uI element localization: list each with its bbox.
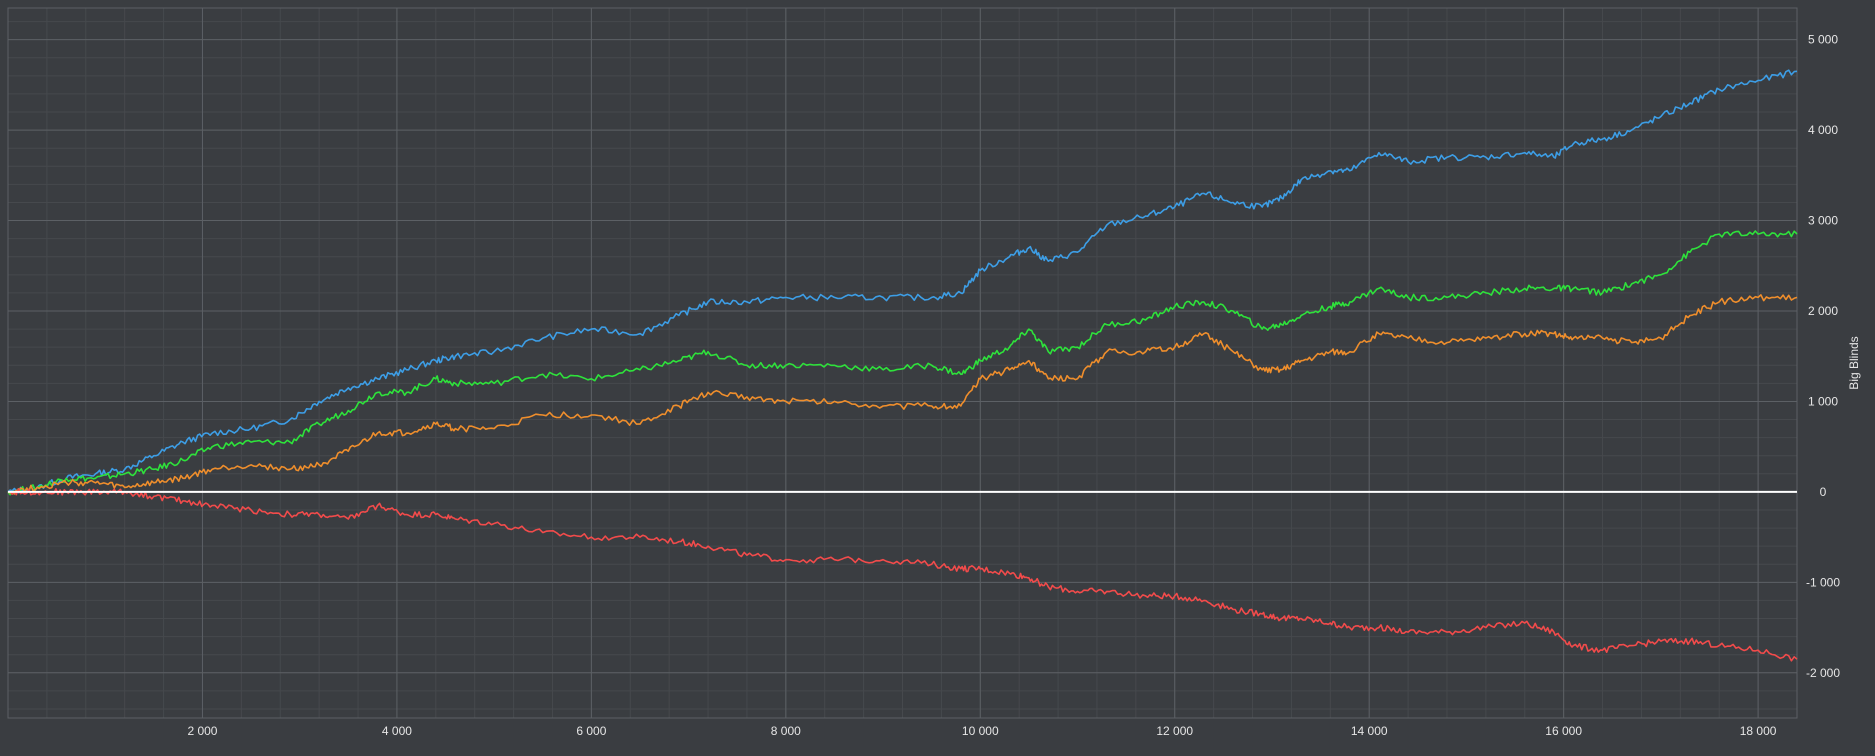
plot-border bbox=[7, 7, 1798, 719]
series-line-1 bbox=[7, 69, 1798, 494]
y-tick-label: -2 000 bbox=[1806, 666, 1840, 680]
x-tick-label: 14 000 bbox=[1351, 724, 1388, 738]
x-tick-label: 12 000 bbox=[1156, 724, 1193, 738]
x-tick-label: 16 000 bbox=[1545, 724, 1582, 738]
x-tick-label: 6 000 bbox=[576, 724, 606, 738]
x-tick-label: 10 000 bbox=[962, 724, 999, 738]
x-tick-label: 18 000 bbox=[1740, 724, 1777, 738]
y-axis-label: Big Blinds bbox=[1847, 336, 1861, 389]
x-tick-label: 8 000 bbox=[771, 724, 801, 738]
y-tick-label: 3 000 bbox=[1808, 214, 1838, 228]
x-tick-label: 2 000 bbox=[187, 724, 217, 738]
y-tick-label: 5 000 bbox=[1808, 33, 1838, 47]
grid bbox=[7, 7, 1798, 719]
y-tick-label: 4 000 bbox=[1808, 123, 1838, 137]
y-tick-label: -1 000 bbox=[1806, 575, 1840, 589]
series-line-2 bbox=[7, 230, 1798, 496]
series-line-3 bbox=[7, 294, 1798, 495]
y-tick-label: 0 bbox=[1820, 485, 1827, 499]
y-tick-label: 2 000 bbox=[1808, 304, 1838, 318]
tick-labels: 2 000 4 000 6 000 8 000 10 000 12 000 14 000 16… bbox=[187, 33, 1840, 738]
series-group bbox=[7, 69, 1798, 662]
series-line-4 bbox=[7, 488, 1798, 662]
y-tick-label: 1 000 bbox=[1808, 394, 1838, 408]
x-tick-label: 4 000 bbox=[382, 724, 412, 738]
